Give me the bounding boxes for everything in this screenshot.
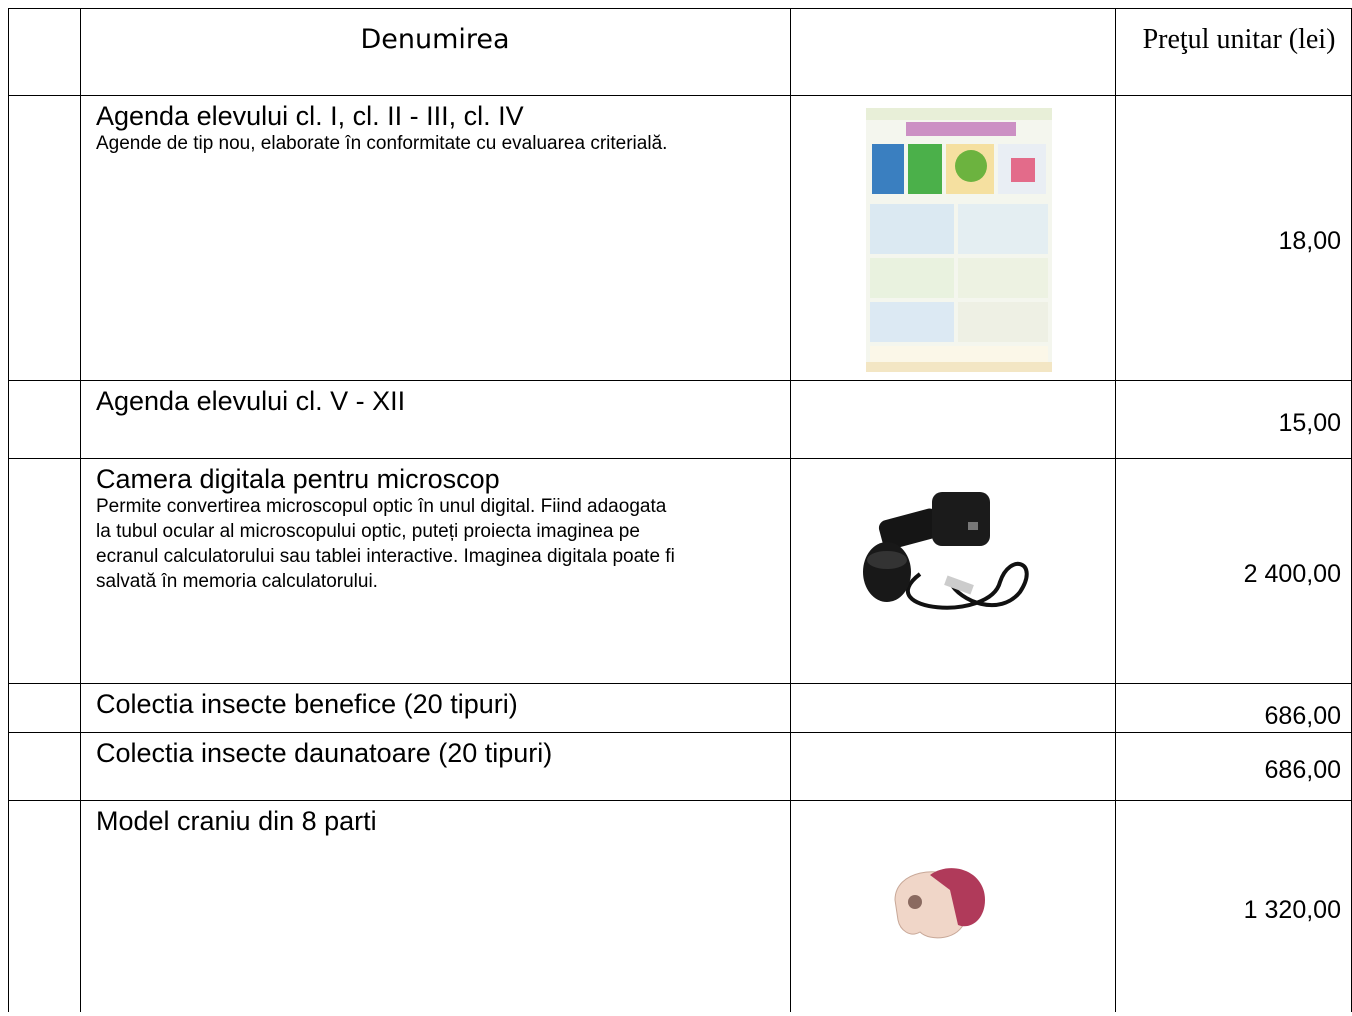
item-description: Agende de tip nou, elaborate în conformi… xyxy=(96,133,668,154)
column-border xyxy=(80,8,81,1012)
column-border xyxy=(790,8,791,1012)
row-border xyxy=(8,683,1352,684)
header-price: Preţul unitar (lei) xyxy=(1142,24,1336,55)
item-description: Permite convertirea microscopul optic în… xyxy=(96,496,675,592)
row-name-cell: Colectia insecte daunatoare (20 tipuri) xyxy=(96,738,790,768)
column-border xyxy=(1115,8,1116,1012)
camera-image xyxy=(863,492,1029,610)
item-title: Colectia insecte daunatoare (20 tipuri) xyxy=(96,738,553,768)
row-border xyxy=(8,95,1352,96)
row-border xyxy=(8,458,1352,459)
item-price: 1 320,00 xyxy=(1243,895,1341,924)
item-title: Model craniu din 8 parti xyxy=(96,806,377,836)
item-title: Colectia insecte benefice (20 tipuri) xyxy=(96,689,518,719)
row-border xyxy=(8,380,1352,381)
item-title: Camera digitala pentru microscop xyxy=(96,464,500,494)
item-price: 15,00 xyxy=(1278,408,1341,437)
item-title: Agenda elevului cl. I, cl. II - III, cl.… xyxy=(96,101,524,131)
row-name-cell: Model craniu din 8 parti xyxy=(96,806,790,836)
row-border xyxy=(8,732,1352,733)
item-price: 2 400,00 xyxy=(1243,560,1341,588)
row-name-cell: Agenda elevului cl. I, cl. II - III, cl.… xyxy=(96,101,790,156)
row-name-cell: Camera digitala pentru microscop Permite … xyxy=(96,464,790,594)
row-name-cell: Colectia insecte benefice (20 tipuri) xyxy=(96,689,790,719)
column-border xyxy=(8,8,9,1012)
row-name-cell: Agenda elevului cl. V - XII xyxy=(96,386,790,416)
agenda-image xyxy=(866,108,1052,372)
item-price: 18,00 xyxy=(1278,227,1341,255)
item-price: 686,00 xyxy=(1264,702,1341,730)
row-border xyxy=(8,800,1352,801)
item-title: Agenda elevului cl. V - XII xyxy=(96,386,406,416)
row-border xyxy=(8,8,1352,9)
header-name: Denumirea xyxy=(360,24,510,55)
item-price: 686,00 xyxy=(1264,755,1341,784)
skull-image xyxy=(894,868,985,939)
